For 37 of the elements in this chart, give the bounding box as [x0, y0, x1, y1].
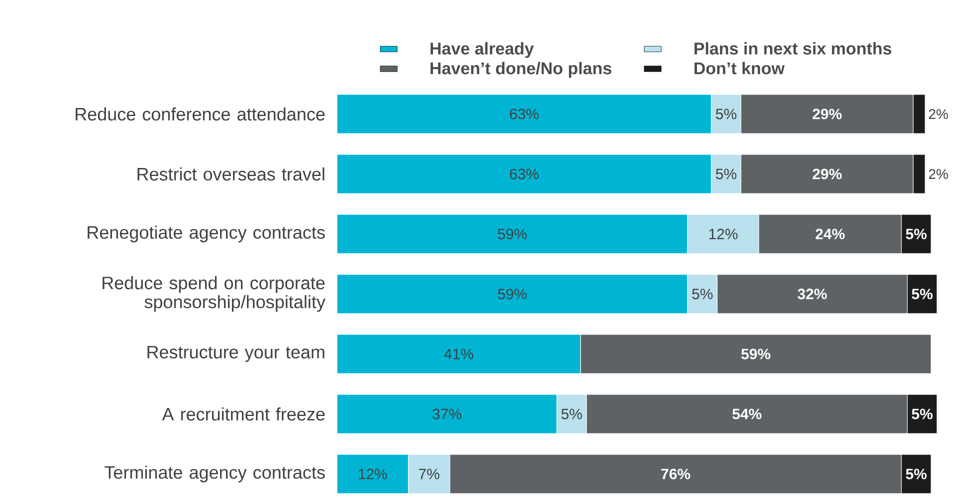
- legend-label: Haven’t done/No plans: [430, 62, 612, 78]
- data-label: 5%: [561, 408, 582, 420]
- data-label: 5%: [906, 468, 927, 480]
- data-label: 2%: [929, 169, 948, 179]
- data-label: 2%: [929, 109, 948, 119]
- legend-label: Plans in next six months: [694, 42, 892, 55]
- legend-label: Have already: [430, 42, 534, 58]
- data-label: 5%: [906, 228, 927, 240]
- legend-label: Don’t know: [694, 62, 785, 74]
- y-tick-label: Restrict overseas travel: [138, 167, 324, 181]
- data-label: 76%: [661, 468, 690, 480]
- data-label: 63%: [510, 168, 539, 180]
- y-tick-label: Terminate agency contracts: [104, 466, 325, 482]
- data-label: 12%: [358, 468, 388, 480]
- data-label: 7%: [419, 468, 440, 480]
- y-tick-label: Reduce conference attendance: [76, 107, 325, 121]
- y-tick-label: A recruitment freeze: [162, 407, 325, 421]
- data-label: 54%: [732, 408, 762, 420]
- y-tick-label: Renegotiate agency contracts: [88, 226, 325, 242]
- data-label: 63%: [510, 108, 539, 120]
- data-label: 5%: [716, 168, 736, 180]
- data-label: 59%: [741, 348, 770, 360]
- data-label: 29%: [812, 168, 842, 180]
- y-tick-label: Reduce spend on corporate sponsorship/hospitality: [102, 276, 326, 312]
- y-tick-label: Restructure your team: [148, 346, 324, 362]
- data-label: 32%: [798, 288, 827, 300]
- data-label: 37%: [432, 408, 462, 420]
- data-label: 5%: [912, 288, 933, 300]
- data-label: 29%: [812, 108, 842, 120]
- data-label: 59%: [498, 288, 527, 300]
- data-label: 41%: [444, 348, 474, 360]
- data-label: 12%: [709, 228, 738, 240]
- data-label: 5%: [692, 288, 713, 300]
- data-label: 59%: [498, 228, 527, 240]
- data-label: 24%: [816, 228, 845, 240]
- data-label: 5%: [912, 408, 933, 420]
- data-label: 5%: [716, 108, 736, 120]
